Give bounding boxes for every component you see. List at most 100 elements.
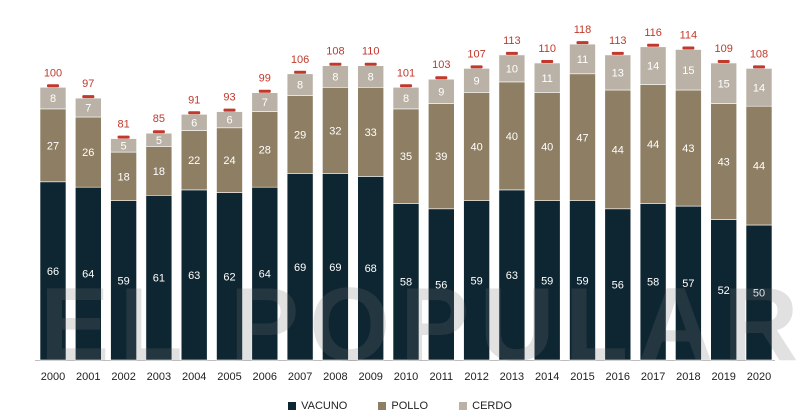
value-label-cerdo-2014: 11 xyxy=(541,73,552,85)
bar-segment-pollo-2013 xyxy=(498,81,526,191)
bar-segment-vacuno-2000 xyxy=(39,181,67,361)
bar-segment-vacuno-2014 xyxy=(533,200,561,361)
value-label-pollo-2012: 40 xyxy=(470,142,482,154)
bar-segment-pollo-2017 xyxy=(639,84,667,204)
bar-segment-cerdo-2012 xyxy=(463,68,490,94)
value-label-cerdo-2004: 6 xyxy=(191,117,197,129)
value-label-pollo-2000: 27 xyxy=(47,140,59,152)
value-label-vacuno-2018: 57 xyxy=(682,278,694,290)
legend-label-vacuno: VACUNO xyxy=(301,400,348,412)
total-label-2011: 103 xyxy=(432,59,450,71)
bar-segment-vacuno-2015 xyxy=(569,200,596,361)
x-tick-label-2017: 2017 xyxy=(641,371,665,383)
legend-swatch-vacuno xyxy=(288,402,297,411)
value-label-vacuno-2009: 68 xyxy=(365,263,377,275)
total-label-2007: 106 xyxy=(291,54,309,66)
total-marker-2018 xyxy=(682,46,695,50)
bar-segment-cerdo-2016 xyxy=(604,54,632,91)
value-label-vacuno-2017: 58 xyxy=(647,277,659,289)
value-label-pollo-2008: 32 xyxy=(329,126,341,138)
x-tick-label-2008: 2008 xyxy=(323,371,347,383)
value-label-pollo-2010: 35 xyxy=(400,151,412,163)
value-label-cerdo-2015: 11 xyxy=(577,54,588,66)
value-label-cerdo-2017: 14 xyxy=(647,61,659,73)
x-tick-label-2020: 2020 xyxy=(747,371,771,383)
x-tick-label-2005: 2005 xyxy=(217,371,241,383)
bar-segment-pollo-2006 xyxy=(251,111,279,188)
bar-segment-pollo-2003 xyxy=(145,146,173,196)
value-label-vacuno-2008: 69 xyxy=(329,262,341,274)
bar-segment-pollo-2007 xyxy=(286,95,314,175)
bar-segment-vacuno-2003 xyxy=(145,195,173,361)
bar-segment-pollo-2002 xyxy=(110,151,137,202)
value-label-pollo-2018: 43 xyxy=(682,143,694,155)
bar-segment-vacuno-2011 xyxy=(427,208,455,361)
value-label-cerdo-2003: 5 xyxy=(156,135,162,147)
total-label-2012: 107 xyxy=(467,48,485,60)
value-label-pollo-2006: 28 xyxy=(259,144,271,156)
bar-segment-vacuno-2004 xyxy=(180,189,208,361)
bar-segment-vacuno-2018 xyxy=(675,205,702,361)
bar-segment-vacuno-2020 xyxy=(745,224,773,361)
value-label-cerdo-2011: 9 xyxy=(438,86,444,98)
total-marker-2014 xyxy=(541,60,554,63)
x-tick-label-2000: 2000 xyxy=(41,371,65,383)
value-label-pollo-2002: 18 xyxy=(117,171,129,183)
bar-segment-pollo-2001 xyxy=(75,116,102,188)
total-marker-2012 xyxy=(470,65,483,69)
total-label-2002: 81 xyxy=(117,119,129,131)
value-label-cerdo-2016: 13 xyxy=(612,67,624,79)
total-marker-2002 xyxy=(117,135,130,139)
bar-segment-pollo-2005 xyxy=(216,127,243,193)
bar-segment-pollo-2015 xyxy=(569,73,596,202)
total-marker-2019 xyxy=(717,60,730,63)
bar-segment-vacuno-2016 xyxy=(604,208,632,361)
value-label-vacuno-2006: 64 xyxy=(259,269,271,281)
legend: VACUNO POLLO CERDO xyxy=(0,400,800,412)
value-label-pollo-2001: 26 xyxy=(82,147,94,159)
total-label-2014: 110 xyxy=(538,43,556,55)
total-marker-2011 xyxy=(435,76,448,80)
value-label-pollo-2011: 39 xyxy=(435,151,447,163)
bar-segment-vacuno-2017 xyxy=(639,203,667,361)
value-label-cerdo-2005: 6 xyxy=(226,115,232,127)
value-label-vacuno-2007: 69 xyxy=(294,262,306,274)
total-marker-2008 xyxy=(329,62,342,66)
total-label-2006: 99 xyxy=(259,73,271,85)
value-label-pollo-2013: 40 xyxy=(506,131,518,143)
total-label-2015: 118 xyxy=(574,24,592,36)
bar-segment-pollo-2008 xyxy=(322,87,349,175)
legend-item-pollo: POLLO xyxy=(378,400,428,412)
total-marker-2003 xyxy=(152,130,165,134)
total-label-2016: 113 xyxy=(609,35,627,47)
x-tick-label-2001: 2001 xyxy=(76,371,100,383)
total-marker-2010 xyxy=(400,84,412,88)
legend-swatch-pollo xyxy=(378,402,387,411)
bar-segment-vacuno-2010 xyxy=(392,203,420,361)
x-tick-label-2002: 2002 xyxy=(111,371,135,383)
x-tick-label-2014: 2014 xyxy=(535,371,559,383)
total-label-2019: 109 xyxy=(715,43,733,55)
value-label-cerdo-2001: 7 xyxy=(85,103,91,115)
value-label-cerdo-2002: 5 xyxy=(121,140,127,152)
total-label-2004: 91 xyxy=(188,94,200,106)
total-marker-2016 xyxy=(611,51,624,55)
value-label-vacuno-2020: 50 xyxy=(753,288,765,300)
value-label-vacuno-2012: 59 xyxy=(470,275,482,287)
total-label-2001: 97 xyxy=(82,78,94,90)
bar-segment-cerdo-2015 xyxy=(569,43,596,75)
value-label-cerdo-2019: 15 xyxy=(718,78,730,90)
total-label-2000: 100 xyxy=(44,67,62,79)
value-label-pollo-2003: 18 xyxy=(153,166,165,178)
bar-segment-pollo-2010 xyxy=(392,108,420,204)
value-label-cerdo-2018: 15 xyxy=(682,65,694,77)
value-label-pollo-2020: 44 xyxy=(753,161,765,173)
value-label-cerdo-2009: 8 xyxy=(368,72,374,84)
x-tick-label-2015: 2015 xyxy=(570,371,594,383)
bar-segment-pollo-2014 xyxy=(533,92,561,201)
bar-segment-pollo-2012 xyxy=(463,92,490,201)
value-label-vacuno-2011: 56 xyxy=(435,279,447,291)
total-label-2005: 93 xyxy=(223,92,235,104)
total-label-2008: 108 xyxy=(326,46,344,58)
bar-segment-pollo-2009 xyxy=(357,87,385,177)
